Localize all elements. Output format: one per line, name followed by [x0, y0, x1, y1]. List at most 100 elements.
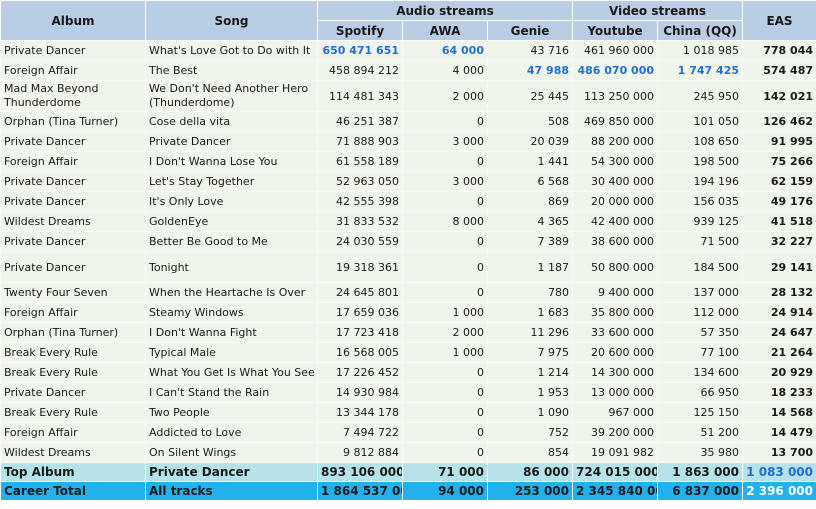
album-cell: Wildest Dreams [0, 442, 146, 463]
eas-cell: 28 132 [742, 282, 816, 303]
album-cell: Mad Max Beyond Thunderdome [0, 80, 146, 112]
top-album-genie: 86 000 [486, 462, 574, 482]
career-total-genie: 253 000 [486, 481, 574, 501]
album-cell: Wildest Dreams [0, 211, 146, 232]
china-cell: 1 018 985 [657, 40, 744, 61]
awa-cell: 0 [402, 191, 488, 212]
eas-cell: 24 647 [742, 322, 816, 343]
spotify-cell: 13 344 178 [317, 402, 403, 423]
youtube-cell: 13 000 000 [572, 382, 659, 403]
china-cell: 939 125 [657, 211, 744, 232]
awa-cell: 0 [402, 402, 488, 423]
genie-cell: 25 445 [486, 80, 574, 112]
spotify-cell: 17 723 418 [317, 322, 403, 343]
genie-cell: 1 953 [486, 382, 574, 403]
youtube-cell: 113 250 000 [572, 80, 659, 112]
eas-cell: 24 914 [742, 302, 816, 323]
spotify-cell: 24 030 559 [317, 231, 403, 252]
album-cell: Private Dancer [0, 382, 146, 403]
career-total-spotify: 1 864 537 000 [317, 481, 403, 501]
youtube-cell: 33 600 000 [572, 322, 659, 343]
spotify-cell: 71 888 903 [317, 131, 403, 152]
song-cell: What's Love Got to Do with It [145, 40, 318, 61]
youtube-cell: 469 850 000 [572, 111, 659, 132]
youtube-cell: 461 960 000 [572, 40, 659, 61]
song-cell: When the Heartache Is Over [145, 282, 318, 303]
eas-header: EAS [742, 0, 816, 41]
song-cell: Cose della vita [145, 111, 318, 132]
eas-cell: 41 518 [742, 211, 816, 232]
youtube-cell: 14 300 000 [572, 362, 659, 383]
table-row: Twenty Four Seven When the Heartache Is … [0, 282, 816, 303]
spotify-cell: 31 833 532 [317, 211, 403, 232]
youtube-cell: 486 070 000 [572, 60, 659, 81]
spotify-cell: 52 963 050 [317, 171, 403, 192]
table-row: Foreign Affair I Don't Wanna Lose You 61… [0, 151, 816, 172]
youtube-cell: 50 800 000 [572, 251, 659, 283]
table-row: Foreign Affair The Best 458 894 212 4 00… [0, 60, 816, 81]
album-cell: Foreign Affair [0, 60, 146, 81]
table-row: Private Dancer I Can't Stand the Rain 14… [0, 382, 816, 403]
china-cell: 198 500 [657, 151, 744, 172]
eas-cell: 62 159 [742, 171, 816, 192]
career-total-row: Career Total All tracks 1 864 537 000 94… [0, 481, 816, 501]
genie-cell: 7 389 [486, 231, 574, 252]
spotify-cell: 19 318 361 [317, 251, 403, 283]
china-cell: 245 950 [657, 80, 744, 112]
genie-cell: 508 [486, 111, 574, 132]
genie-cell: 869 [486, 191, 574, 212]
spotify-cell: 42 555 398 [317, 191, 403, 212]
table-row: Mad Max Beyond Thunderdome We Don't Need… [0, 80, 816, 112]
eas-cell: 49 176 [742, 191, 816, 212]
youtube-cell: 20 600 000 [572, 342, 659, 363]
song-cell: It's Only Love [145, 191, 318, 212]
genie-cell: 854 [486, 442, 574, 463]
china-cell: 125 150 [657, 402, 744, 423]
china-qq-header: China (QQ) [657, 20, 744, 41]
eas-cell: 142 021 [742, 80, 816, 112]
spotify-cell: 14 930 984 [317, 382, 403, 403]
album-cell: Break Every Rule [0, 402, 146, 423]
song-cell: We Don't Need Another Hero (Thunderdome) [145, 80, 318, 112]
eas-cell: 13 700 [742, 442, 816, 463]
top-album-china: 1 863 000 [657, 462, 744, 482]
table-row: Private Dancer Better Be Good to Me 24 0… [0, 231, 816, 252]
video-streams-header: Video streams [572, 0, 744, 21]
youtube-cell: 42 400 000 [572, 211, 659, 232]
youtube-cell: 35 800 000 [572, 302, 659, 323]
genie-cell: 11 296 [486, 322, 574, 343]
table-row: Break Every Rule Two People 13 344 178 0… [0, 402, 816, 423]
table-row: Break Every Rule Typical Male 16 568 005… [0, 342, 816, 363]
genie-cell: 1 441 [486, 151, 574, 172]
table-row: Orphan (Tina Turner) I Don't Wanna Fight… [0, 322, 816, 343]
spotify-cell: 9 812 884 [317, 442, 403, 463]
song-cell: Typical Male [145, 342, 318, 363]
career-total-eas: 2 396 000 [742, 481, 816, 501]
spotify-cell: 458 894 212 [317, 60, 403, 81]
youtube-cell: 19 091 982 [572, 442, 659, 463]
awa-cell: 2 000 [402, 80, 488, 112]
album-cell: Private Dancer [0, 171, 146, 192]
eas-cell: 29 141 [742, 251, 816, 283]
table-row: Private Dancer Private Dancer 71 888 903… [0, 131, 816, 152]
spotify-cell: 16 568 005 [317, 342, 403, 363]
genie-cell: 7 975 [486, 342, 574, 363]
top-album-youtube: 724 015 000 [572, 462, 659, 482]
eas-cell: 126 462 [742, 111, 816, 132]
awa-cell: 0 [402, 362, 488, 383]
china-cell: 57 350 [657, 322, 744, 343]
eas-cell: 91 995 [742, 131, 816, 152]
album-cell: Foreign Affair [0, 422, 146, 443]
china-cell: 194 196 [657, 171, 744, 192]
spotify-cell: 61 558 189 [317, 151, 403, 172]
table-row: Wildest Dreams On Silent Wings 9 812 884… [0, 442, 816, 463]
career-total-tracks: All tracks [145, 481, 318, 501]
song-cell: I Don't Wanna Lose You [145, 151, 318, 172]
awa-cell: 1 000 [402, 302, 488, 323]
song-cell: The Best [145, 60, 318, 81]
youtube-cell: 30 400 000 [572, 171, 659, 192]
song-cell: What You Get Is What You See [145, 362, 318, 383]
song-cell: Let's Stay Together [145, 171, 318, 192]
genie-header: Genie [486, 20, 574, 41]
genie-cell: 1 090 [486, 402, 574, 423]
